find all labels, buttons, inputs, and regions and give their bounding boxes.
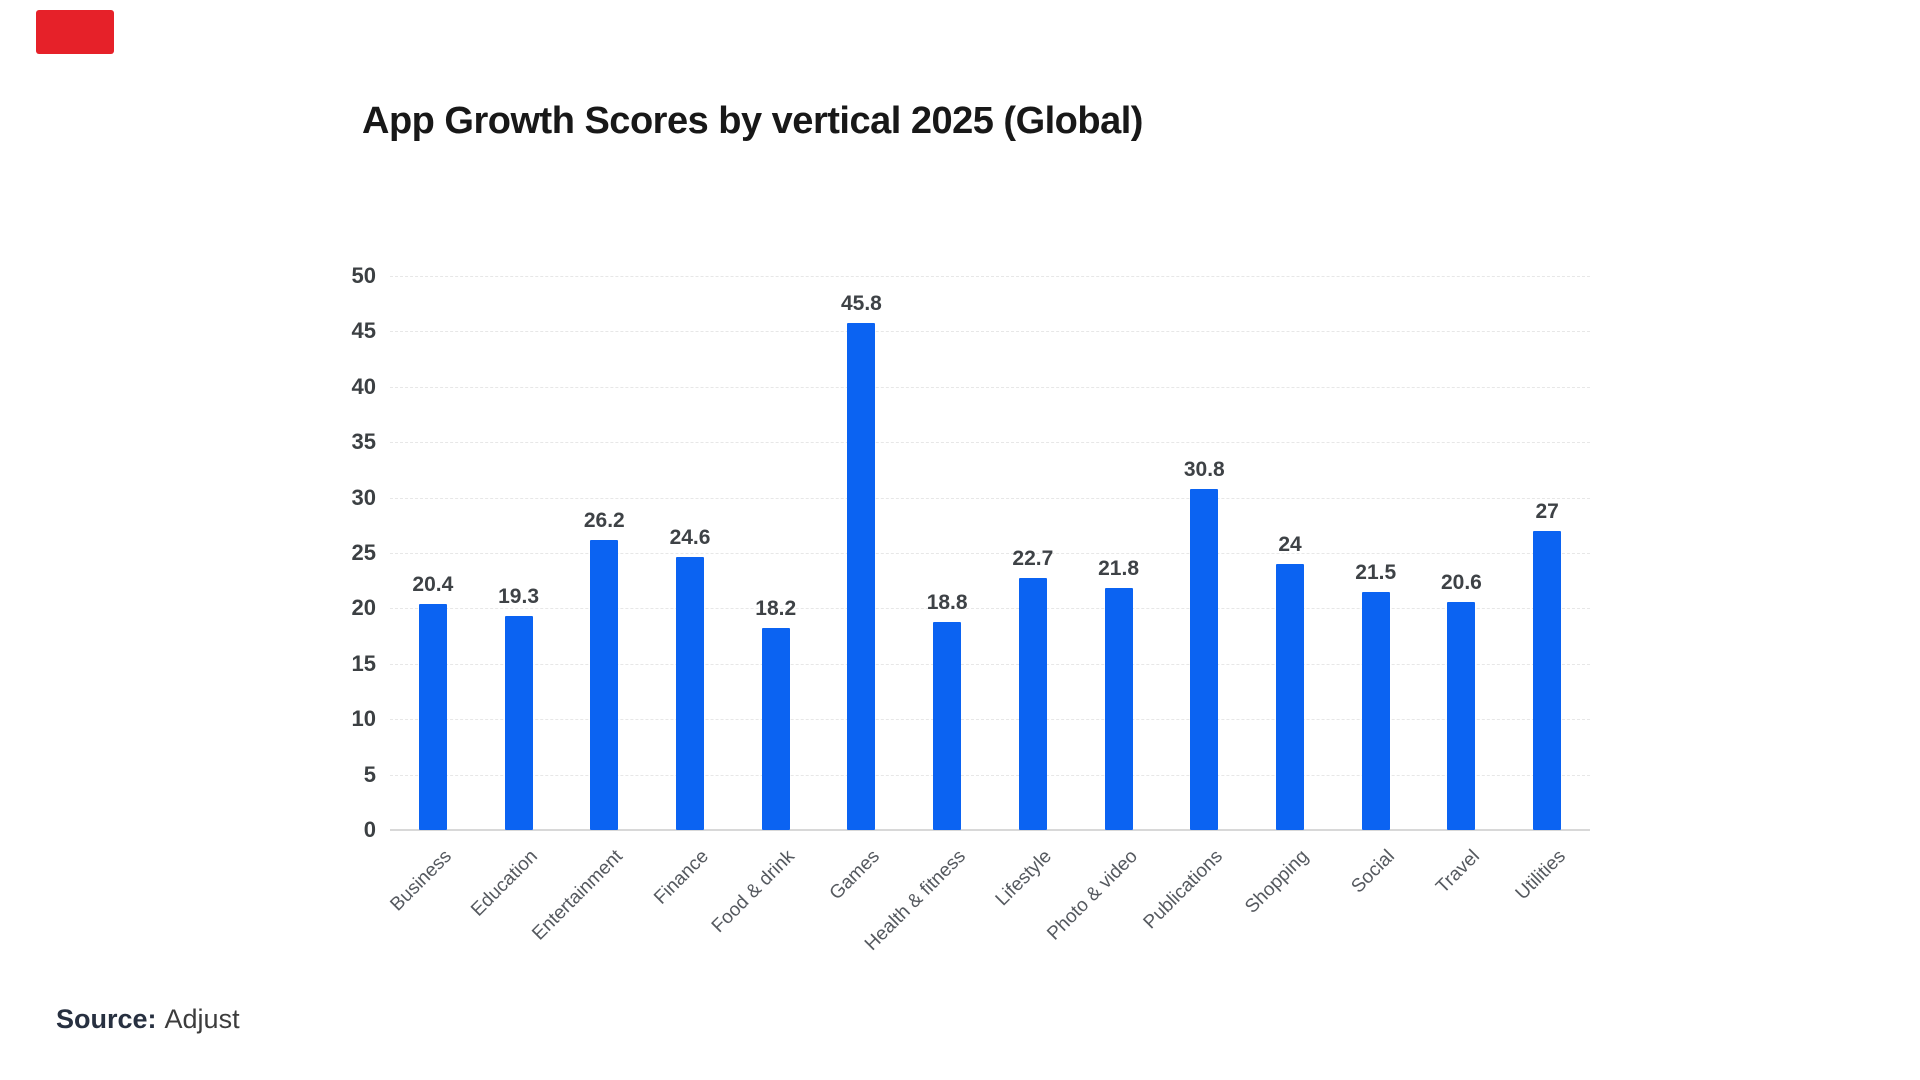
y-axis-tick-label: 30 (351, 484, 376, 510)
bar (1104, 588, 1133, 830)
gridline (390, 386, 1590, 388)
x-axis-category-label: Lifestyle (991, 846, 1056, 911)
source-label: Source: (56, 1004, 157, 1034)
x-axis-category-label: Travel (1432, 846, 1485, 898)
bar (1533, 530, 1562, 830)
y-axis-tick-label: 20 (351, 595, 376, 621)
bar (1361, 591, 1390, 830)
bar (676, 557, 704, 830)
bar (933, 621, 962, 830)
gridline (390, 331, 1590, 333)
x-axis-category-label: Business (386, 846, 456, 916)
x-axis-category-label: Entertainment (528, 846, 628, 945)
bar (1276, 564, 1304, 830)
x-axis-category-label: Photo & video (1042, 846, 1142, 945)
bar-value-label: 24.6 (669, 526, 711, 550)
gridline (390, 442, 1590, 444)
source-value: Adjust (164, 1004, 240, 1034)
gridline (390, 497, 1590, 499)
y-axis-tick-label: 0 (363, 817, 376, 842)
y-axis-tick-label: 45 (351, 318, 376, 344)
gridline (390, 276, 1590, 277)
gridline (390, 774, 1590, 776)
bar-value-label: 21.5 (1355, 560, 1397, 584)
x-axis-category-label: Finance (650, 846, 713, 909)
y-axis-tick-label: 35 (351, 429, 376, 455)
y-axis-tick-label: 10 (351, 706, 376, 732)
gridline (390, 553, 1590, 554)
x-axis-category-label: Publications (1139, 846, 1228, 934)
plot-area: 0 5 10 15 20 25 30 35 40 45 50 20.4 Business 19.3 Educ… (352, 263, 1590, 955)
bar (1447, 601, 1476, 830)
x-axis-category-label: Health & fitness (861, 846, 970, 955)
bar (1018, 578, 1047, 830)
bar-value-label: 21.8 (1098, 557, 1139, 581)
x-axis-category-label: Food & drink (707, 846, 799, 938)
bar-value-label: 20.6 (1440, 570, 1482, 594)
bar-value-label: 18.2 (755, 597, 797, 621)
bar-value-label: 22.7 (1012, 547, 1054, 571)
x-axis-line (390, 829, 1590, 831)
bar-value-label: 27 (1535, 499, 1559, 523)
bar-value-label: 24 (1278, 533, 1302, 557)
x-axis-category-label: Social (1347, 846, 1399, 898)
x-axis-category-label: Education (466, 846, 542, 921)
bar (504, 616, 533, 830)
chart-title: App Growth Scores by vertical 2025 (Glob… (362, 100, 1143, 142)
bar-value-label: 19.3 (498, 585, 539, 609)
bar-value-label: 30.8 (1183, 457, 1225, 481)
x-axis-category-label: Shopping (1241, 846, 1313, 918)
x-axis-category-label: Utilities (1511, 846, 1570, 905)
bar-value-label: 26.2 (583, 508, 625, 532)
y-axis-tick-label: 5 (363, 761, 376, 787)
gridline (390, 608, 1590, 610)
source-line: Source: Adjust (56, 1004, 240, 1035)
bar-value-label: 18.8 (926, 590, 968, 614)
y-axis-tick-label: 50 (351, 263, 376, 288)
gridline (390, 719, 1590, 721)
y-axis-tick-label: 25 (351, 540, 376, 565)
bar-value-label: 45.8 (840, 291, 882, 315)
bar (418, 603, 447, 830)
bar (761, 628, 790, 830)
bar (590, 539, 619, 830)
gridline (390, 663, 1590, 665)
bar-value-label: 20.4 (412, 572, 454, 596)
bar (847, 322, 876, 830)
x-axis-category-label: Games (826, 846, 885, 905)
y-axis-tick-label: 15 (351, 650, 376, 676)
y-axis-tick-label: 40 (351, 373, 376, 399)
red-logo-mark (36, 10, 114, 54)
bar (1190, 488, 1219, 830)
